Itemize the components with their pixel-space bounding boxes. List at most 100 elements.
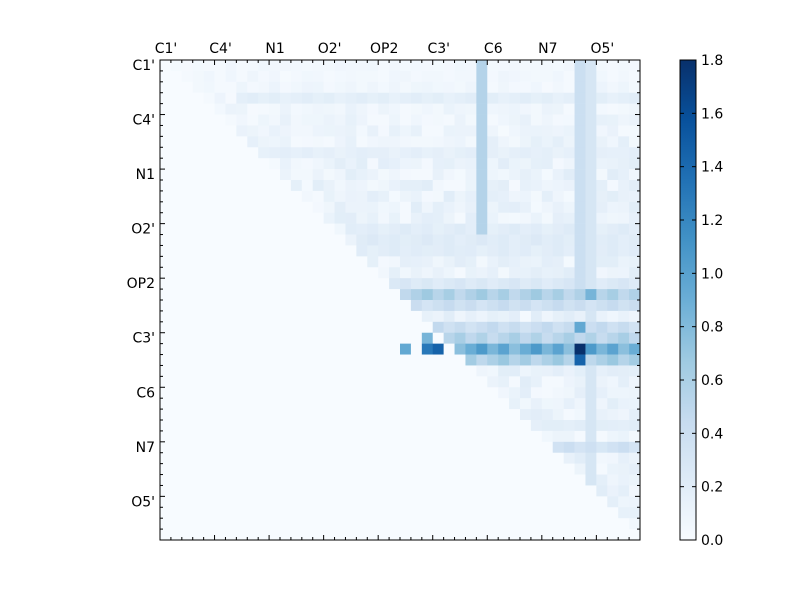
heatmap-cell <box>225 103 237 115</box>
heatmap-cell <box>454 147 466 159</box>
heatmap-cell <box>258 289 270 301</box>
heatmap-cell <box>400 398 412 410</box>
heatmap-cell <box>214 387 226 399</box>
heatmap-cell <box>225 92 237 104</box>
heatmap-cell <box>509 387 521 399</box>
heatmap-cell <box>301 267 314 279</box>
heatmap-cell <box>509 103 521 115</box>
heatmap-cell <box>356 212 368 224</box>
heatmap-cell <box>378 60 390 72</box>
heatmap-cell <box>334 267 346 279</box>
heatmap-cell <box>192 190 204 203</box>
heatmap-cell <box>312 343 324 355</box>
heatmap-cell <box>269 256 281 268</box>
heatmap-cell <box>160 376 172 388</box>
heatmap-cell <box>410 212 423 224</box>
heatmap-cell <box>476 103 488 115</box>
heatmap-cell <box>323 485 335 497</box>
heatmap-cell <box>465 365 477 377</box>
heatmap-cell <box>345 496 357 508</box>
heatmap-cell <box>389 518 401 530</box>
heatmap-cell <box>487 278 499 290</box>
heatmap-cell <box>454 180 466 192</box>
heatmap-cell <box>530 147 543 159</box>
heatmap-cell <box>170 430 183 443</box>
heatmap-cell <box>454 354 466 366</box>
heatmap-cell <box>421 223 434 235</box>
heatmap-cell <box>170 169 183 181</box>
heatmap-cell <box>181 234 194 246</box>
heatmap-cell <box>367 430 379 443</box>
heatmap-cell <box>203 376 215 388</box>
heatmap-cell <box>280 496 292 508</box>
heatmap-cell <box>400 409 412 421</box>
heatmap-cell <box>574 92 586 104</box>
heatmap-cell <box>596 201 608 214</box>
heatmap-cell <box>596 518 608 530</box>
heatmap-cell <box>454 158 466 170</box>
heatmap-cell <box>443 70 455 83</box>
heatmap-cell <box>312 441 324 454</box>
heatmap-cell <box>367 310 379 323</box>
heatmap-cell <box>509 463 521 475</box>
heatmap-cell <box>443 409 455 421</box>
heatmap-cell <box>312 398 324 410</box>
heatmap-cell <box>400 234 412 246</box>
heatmap-cell <box>203 518 215 530</box>
heatmap-cell <box>181 518 194 530</box>
heatmap-cell <box>170 365 183 377</box>
heatmap-cell <box>607 420 619 432</box>
heatmap-cell <box>465 398 477 410</box>
heatmap-cell <box>389 223 401 235</box>
heatmap-cell <box>563 452 575 464</box>
heatmap-cell <box>596 60 608 72</box>
heatmap-cell <box>596 223 608 235</box>
heatmap-cell <box>334 289 346 301</box>
heatmap-cell <box>181 147 194 159</box>
heatmap-cell <box>476 387 488 399</box>
heatmap-cell <box>181 332 194 344</box>
heatmap-cell <box>498 474 510 486</box>
heatmap-cell <box>367 332 379 344</box>
heatmap-cell <box>476 267 488 279</box>
heatmap-cell <box>181 190 194 203</box>
heatmap-cell <box>454 474 466 486</box>
heatmap-cell <box>192 147 204 159</box>
heatmap-cell <box>520 518 532 530</box>
heatmap-cell <box>541 125 554 137</box>
heatmap-cell <box>290 256 303 268</box>
heatmap-cell <box>400 147 412 159</box>
heatmap-cell <box>214 343 226 355</box>
heatmap-cell <box>247 441 259 454</box>
heatmap-cell <box>520 60 532 72</box>
heatmap-cell <box>400 169 412 181</box>
heatmap-cell <box>487 474 499 486</box>
heatmap-cell <box>552 289 564 301</box>
heatmap-cell <box>345 409 357 421</box>
heatmap-cell <box>247 103 259 115</box>
heatmap-cell <box>443 180 455 192</box>
heatmap-cell <box>345 518 357 530</box>
heatmap-cell <box>356 103 368 115</box>
heatmap-cell <box>280 420 292 432</box>
heatmap-cell <box>280 136 292 148</box>
heatmap-cell <box>345 420 357 432</box>
heatmap-cell <box>181 201 194 214</box>
heatmap-cell <box>378 420 390 432</box>
heatmap-cell <box>203 234 215 246</box>
heatmap-cell <box>520 507 532 519</box>
heatmap-cell <box>421 376 434 388</box>
heatmap-cell <box>443 267 455 279</box>
heatmap-cell <box>389 103 401 115</box>
heatmap-cell <box>618 125 630 137</box>
heatmap-cell <box>181 376 194 388</box>
heatmap-cell <box>367 180 379 192</box>
heatmap-cell <box>574 398 586 410</box>
heatmap-cell <box>192 518 204 530</box>
heatmap-cell <box>323 430 335 443</box>
heatmap-cell <box>476 147 488 159</box>
heatmap-cell <box>192 529 204 541</box>
heatmap-cell <box>378 234 390 246</box>
heatmap-cell <box>312 376 324 388</box>
